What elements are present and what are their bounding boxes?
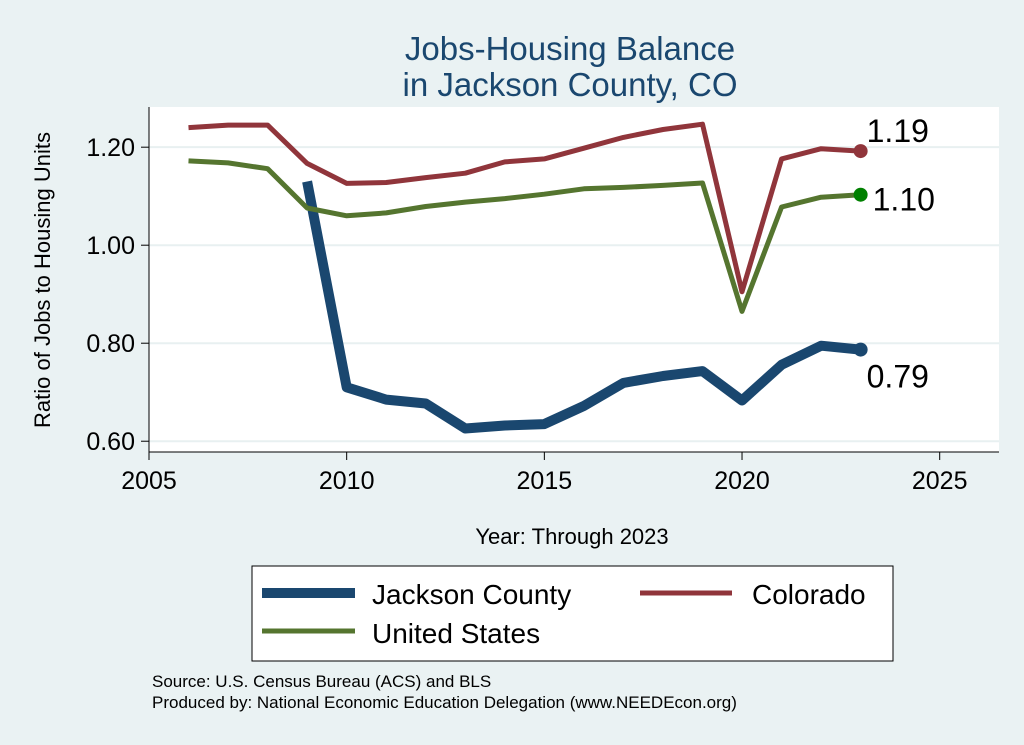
x-tick-label-2015: 2015 bbox=[517, 467, 573, 495]
axes bbox=[148, 107, 999, 453]
series-line-united-states bbox=[188, 158, 861, 314]
y-tick-label-0-80: 0.80 bbox=[86, 330, 135, 358]
y-axis-label: Ratio of Jobs to Housing Units bbox=[30, 132, 55, 428]
x-axis-ticks: 2005 2010 2015 2020 2025 bbox=[121, 452, 968, 495]
source-note: Source: U.S. Census Bureau (ACS) and BLS bbox=[152, 672, 491, 691]
end-marker-colorado bbox=[853, 144, 868, 159]
x-axis-label: Year: Through 2023 bbox=[475, 524, 668, 549]
end-label-united-states: 1.10 bbox=[873, 182, 935, 218]
x-tick-label-2025: 2025 bbox=[912, 467, 968, 495]
x-tick-label-2005: 2005 bbox=[121, 467, 177, 495]
y-tick-label-0-60: 0.60 bbox=[86, 428, 135, 456]
series-line-jackson-county bbox=[302, 180, 862, 434]
end-labels: 0.79 1.19 1.10 bbox=[853, 113, 935, 395]
end-marker-jackson-county bbox=[853, 342, 868, 357]
y-axis-ticks: 0.60 0.80 1.00 1.20 bbox=[86, 134, 149, 456]
y-tick-label-1-20: 1.20 bbox=[86, 134, 135, 162]
x-tick-label-2020: 2020 bbox=[714, 467, 770, 495]
chart-title-line-1: Jobs-Housing Balance bbox=[405, 30, 735, 67]
legend-label-colorado: Colorado bbox=[752, 579, 866, 610]
end-label-jackson-county: 0.79 bbox=[867, 359, 929, 395]
series-line-colorado bbox=[188, 121, 861, 295]
series-layer bbox=[188, 121, 862, 434]
x-tick-label-2010: 2010 bbox=[319, 467, 375, 495]
legend-label-united-states: United States bbox=[372, 618, 540, 649]
plot-area bbox=[149, 107, 999, 452]
legend-label-jackson-county: Jackson County bbox=[372, 579, 571, 610]
legend: Jackson County Colorado United States bbox=[251, 565, 894, 662]
chart-title-line-2: in Jackson County, CO bbox=[402, 66, 737, 103]
end-marker-united-states bbox=[853, 187, 868, 202]
end-label-colorado: 1.19 bbox=[867, 113, 929, 149]
y-tick-label-1-00: 1.00 bbox=[86, 232, 135, 260]
producer-note: Produced by: National Economic Education… bbox=[152, 693, 737, 712]
legend-box bbox=[251, 565, 894, 662]
